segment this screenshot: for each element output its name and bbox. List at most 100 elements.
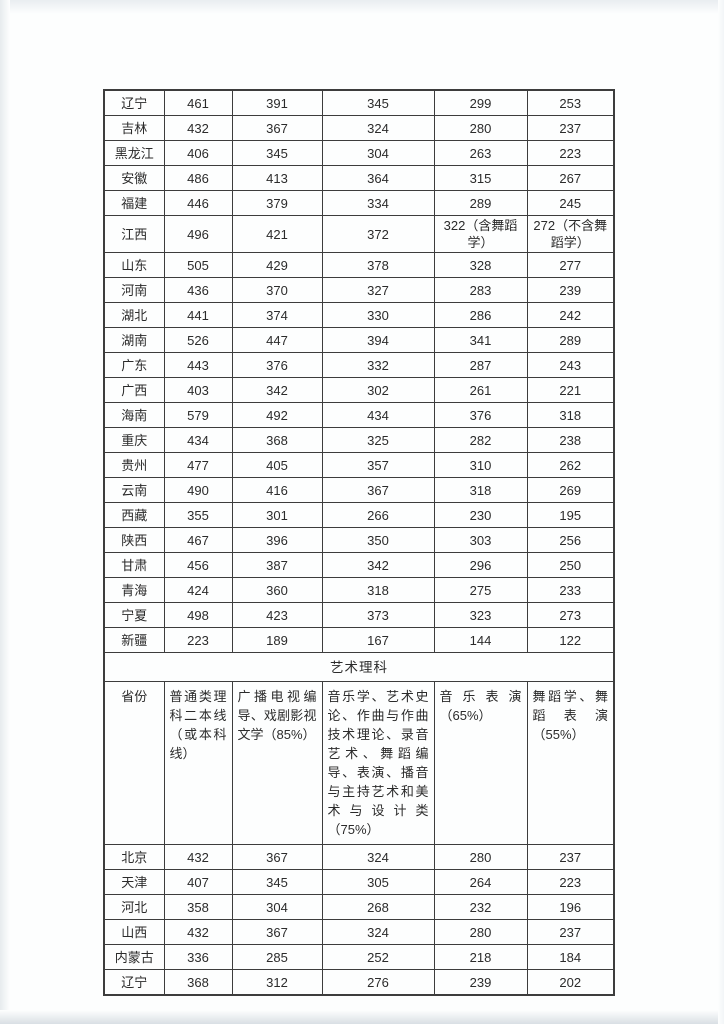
table-row: 福建 446 379 334 289 245 xyxy=(103,190,615,216)
score-cell: 432 xyxy=(163,844,233,870)
score-cell: 252 xyxy=(321,944,435,970)
score-cell: 256 xyxy=(526,527,615,553)
score-cell: 367 xyxy=(231,919,323,945)
score-cell: 275 xyxy=(433,577,528,603)
score-cell: 277 xyxy=(526,252,615,278)
col-header-music-performance-65: 音乐表演（65%） xyxy=(433,681,528,845)
score-cell: 345 xyxy=(231,140,323,166)
score-cell: 429 xyxy=(231,252,323,278)
province-cell: 甘肃 xyxy=(103,552,165,578)
score-cell: 267 xyxy=(526,165,615,191)
score-cell: 283 xyxy=(433,277,528,303)
score-cell: 324 xyxy=(321,919,435,945)
score-cell: 286 xyxy=(433,302,528,328)
table-row: 西藏 355 301 266 230 195 xyxy=(103,502,615,528)
score-cell: 432 xyxy=(163,919,233,945)
score-cell: 304 xyxy=(231,894,323,920)
score-cell: 496 xyxy=(163,215,233,253)
province-cell: 西藏 xyxy=(103,502,165,528)
province-cell: 山东 xyxy=(103,252,165,278)
score-cell: 218 xyxy=(433,944,528,970)
province-cell: 辽宁 xyxy=(103,89,165,116)
science-track-rows: 辽宁 461 391 345 299 253 吉林 432 367 324 280 237 黑龙江 406… xyxy=(103,89,615,653)
score-cell: 323 xyxy=(433,602,528,628)
score-cell: 374 xyxy=(231,302,323,328)
province-cell: 重庆 xyxy=(103,427,165,453)
score-cell: 492 xyxy=(231,402,323,428)
score-cell: 304 xyxy=(321,140,435,166)
province-cell: 天津 xyxy=(103,869,165,895)
score-cell: 269 xyxy=(526,477,615,503)
province-cell: 云南 xyxy=(103,477,165,503)
score-cell: 312 xyxy=(231,969,323,996)
score-cell: 233 xyxy=(526,577,615,603)
score-cell: 289 xyxy=(433,190,528,216)
table-row: 湖南 526 447 394 341 289 xyxy=(103,327,615,353)
score-cell: 367 xyxy=(231,115,323,141)
scan-edge-right xyxy=(718,0,724,1024)
table-row: 重庆 434 368 325 282 238 xyxy=(103,427,615,453)
score-cell: 350 xyxy=(321,527,435,553)
admission-score-table: 辽宁 461 391 345 299 253 吉林 432 367 324 280 237 黑龙江 406… xyxy=(103,89,615,996)
score-cell: 239 xyxy=(433,969,528,996)
score-cell: 416 xyxy=(231,477,323,503)
score-cell: 396 xyxy=(231,527,323,553)
province-cell: 北京 xyxy=(103,844,165,870)
score-cell: 373 xyxy=(321,602,435,628)
score-cell: 303 xyxy=(433,527,528,553)
score-cell: 285 xyxy=(231,944,323,970)
table-row: 云南 490 416 367 318 269 xyxy=(103,477,615,503)
score-cell: 364 xyxy=(321,165,435,191)
score-cell: 447 xyxy=(231,327,323,353)
score-cell: 477 xyxy=(163,452,233,478)
score-cell: 195 xyxy=(526,502,615,528)
score-cell: 423 xyxy=(231,602,323,628)
score-cell: 324 xyxy=(321,115,435,141)
province-cell: 广西 xyxy=(103,377,165,403)
score-cell: 189 xyxy=(231,627,323,653)
score-cell: 144 xyxy=(433,627,528,653)
table-row: 安徽 486 413 364 315 267 xyxy=(103,165,615,191)
province-cell: 河南 xyxy=(103,277,165,303)
score-cell: 330 xyxy=(321,302,435,328)
table-row: 青海 424 360 318 275 233 xyxy=(103,577,615,603)
table-row: 湖北 441 374 330 286 242 xyxy=(103,302,615,328)
score-cell: 360 xyxy=(231,577,323,603)
score-cell: 296 xyxy=(433,552,528,578)
province-cell: 辽宁 xyxy=(103,969,165,996)
province-cell: 广东 xyxy=(103,352,165,378)
table-row: 内蒙古 336 285 252 218 184 xyxy=(103,944,615,970)
score-cell: 336 xyxy=(163,944,233,970)
col-header-musicology-arts-design-75: 音乐学、艺术史论、作曲与作曲技术理论、录音艺术、舞蹈编导、表演、播音与主持艺术和… xyxy=(321,681,435,845)
score-cell: 280 xyxy=(433,115,528,141)
score-cell: 261 xyxy=(433,377,528,403)
score-cell: 486 xyxy=(163,165,233,191)
table-row: 甘肃 456 387 342 296 250 xyxy=(103,552,615,578)
score-cell: 467 xyxy=(163,527,233,553)
score-cell: 318 xyxy=(526,402,615,428)
score-cell: 342 xyxy=(321,552,435,578)
column-header-row: 省份 普通类理科二本线（或本科线） 广播电视编导、戏剧影视文学（85%） 音乐学… xyxy=(103,681,615,845)
province-cell: 陕西 xyxy=(103,527,165,553)
score-cell: 245 xyxy=(526,190,615,216)
score-cell: 253 xyxy=(526,89,615,116)
score-cell: 282 xyxy=(433,427,528,453)
score-cell: 394 xyxy=(321,327,435,353)
score-cell: 318 xyxy=(321,577,435,603)
score-cell: 367 xyxy=(231,844,323,870)
table-row: 贵州 477 405 357 310 262 xyxy=(103,452,615,478)
province-cell: 江西 xyxy=(103,215,165,253)
table-row: 辽宁 461 391 345 299 253 xyxy=(103,89,615,116)
score-cell: 358 xyxy=(163,894,233,920)
table-row: 新疆 223 189 167 144 122 xyxy=(103,627,615,653)
table-row: 黑龙江 406 345 304 263 223 xyxy=(103,140,615,166)
col-header-regular-science-line: 普通类理科二本线（或本科线） xyxy=(163,681,233,845)
province-cell: 福建 xyxy=(103,190,165,216)
province-cell: 贵州 xyxy=(103,452,165,478)
score-cell: 184 xyxy=(526,944,615,970)
score-cell: 357 xyxy=(321,452,435,478)
score-cell: 305 xyxy=(321,869,435,895)
score-cell: 232 xyxy=(433,894,528,920)
score-cell: 272（不含舞蹈学） xyxy=(526,215,615,253)
score-cell: 237 xyxy=(526,844,615,870)
